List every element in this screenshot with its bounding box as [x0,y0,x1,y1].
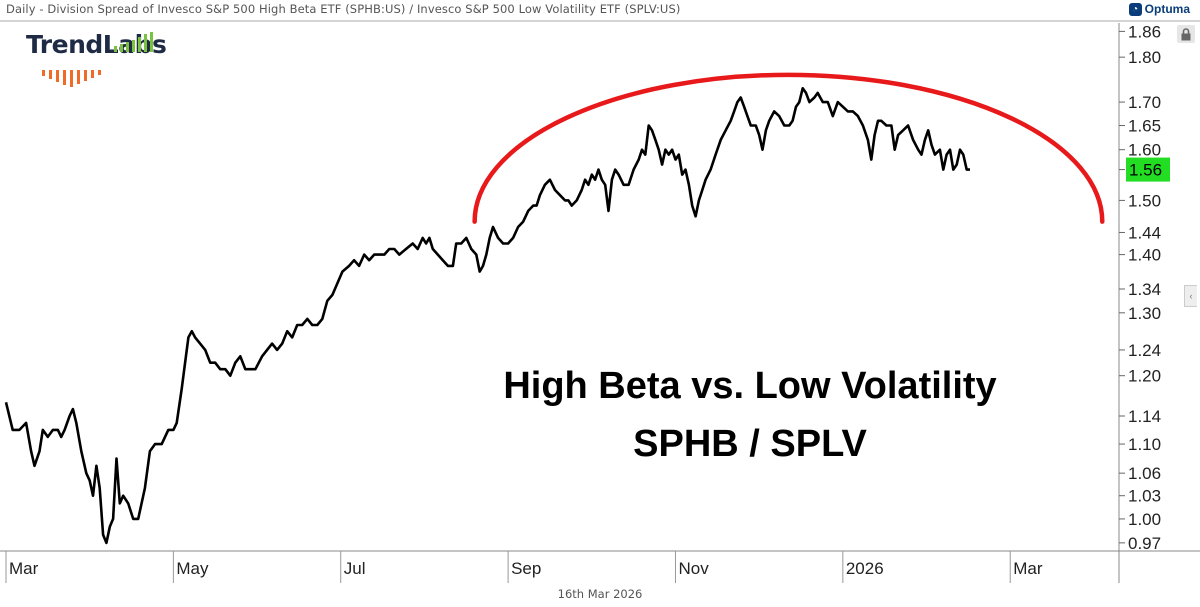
trendlabs-wordmark-part1: Trend [26,30,103,59]
y-tick-label: 1.65 [1128,117,1161,136]
chart-title: Daily - Division Spread of Invesco S&P 5… [6,2,681,16]
lock-button[interactable] [1177,25,1195,43]
y-tick-label: 1.86 [1128,22,1161,41]
trendlabs-underline-bars-icon [42,70,101,87]
y-tick-label: 1.03 [1128,487,1161,506]
x-axis-ticks: Mar May Jul Sep Nov 2026 Mar [5,551,1043,583]
y-tick-label: 1.10 [1128,435,1161,454]
y-tick-label: 1.40 [1128,246,1161,265]
footer-date: 16th Mar 2026 [557,587,643,601]
y-tick-label: 0.97 [1128,534,1161,553]
optuma-logo-icon: ◔ [1128,2,1142,16]
last-value-badge [1126,157,1170,182]
x-tick-label: Nov [678,559,709,578]
x-tick-label: Jul [344,559,366,578]
lock-icon [1181,27,1191,40]
y-tick-label: 1.06 [1128,464,1161,483]
y-tick-label: 1.70 [1128,93,1161,112]
optuma-logo: ◔ Optuma [1128,2,1190,16]
y-tick-label: 1.00 [1128,510,1161,529]
y-tick-label: 1.24 [1128,341,1161,360]
annotation-line1: High Beta vs. Low Volatility [503,365,996,407]
optuma-logo-text: Optuma [1144,2,1190,16]
x-tick-label: Mar [9,559,39,578]
x-tick-label: 2026 [846,559,884,578]
x-tick-label: Sep [511,559,541,578]
rounding-top-arc [472,73,1105,224]
y-tick-label: 1.20 [1128,367,1161,386]
collapse-panel-tab[interactable]: ‹ [1184,285,1197,307]
x-tick-label: May [176,559,209,578]
trendlabs-logo: TrendLabs [26,30,167,87]
series-line-sphb-splv [4,87,970,545]
x-tick-label: Mar [1013,559,1043,578]
y-tick-label: 1.80 [1128,48,1161,67]
y-tick-label: 1.44 [1128,223,1161,242]
y-tick-label: 1.34 [1128,280,1161,299]
last-value-label: 1.56 [1129,161,1162,180]
trendlabs-bars-icon [114,32,153,52]
annotation-line2: SPHB / SPLV [633,423,867,465]
y-axis-ticks: 0.97 1.00 1.03 1.06 1.10 1.14 1.20 1.24 1.30 1.34… [1119,22,1161,553]
y-tick-label: 1.30 [1128,304,1161,323]
y-tick-label: 1.50 [1128,191,1161,210]
y-tick-label: 1.60 [1128,141,1161,160]
chevron-left-icon: ‹ [1189,291,1193,301]
y-tick-label: 1.14 [1128,407,1161,426]
